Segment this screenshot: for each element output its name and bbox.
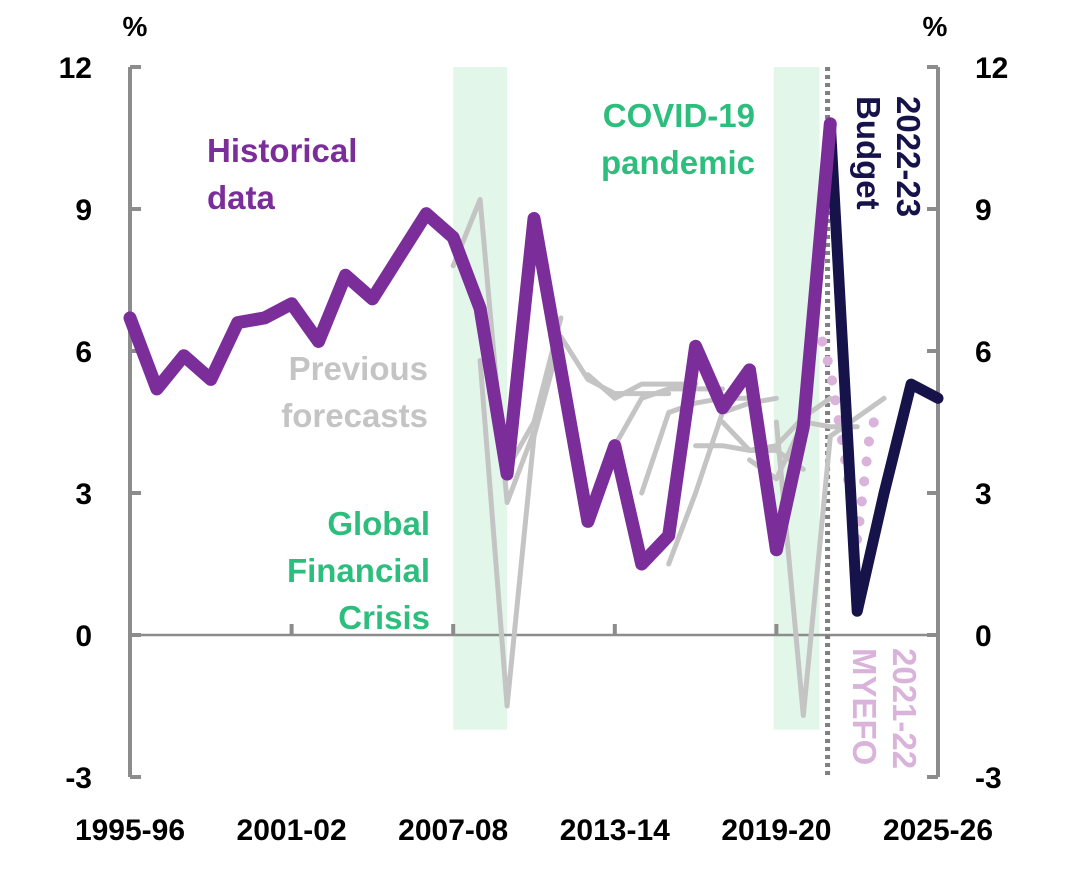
gfc-label: Global (327, 505, 430, 542)
left-y-tick-label: 0 (75, 620, 92, 653)
left-y-tick-label: 6 (75, 336, 92, 369)
left-y-tick-label: -3 (65, 762, 92, 795)
historical-data-label: Historical (207, 132, 357, 169)
series-line-previous-14 (773, 395, 887, 718)
series-line-historical-0 (123, 117, 837, 571)
label-layer: % % -3 -3 0 0 3 3 6 6 9 9 12 12 1995-96 2001-02 2007-0… (59, 11, 1009, 847)
covid-label: COVID-19 (603, 97, 755, 134)
left-y-tick-label: 9 (75, 194, 92, 227)
right-axis-unit: % (923, 11, 948, 42)
myefo-2021-22-label: MYEFO (846, 648, 883, 765)
myefo-2021-22-label: 2021-22 (886, 648, 923, 769)
left-axis-unit: % (123, 11, 148, 42)
x-tick-label: 1995-96 (75, 814, 185, 847)
series-line-previous-4 (477, 334, 564, 709)
series-layer (123, 117, 944, 718)
axes-layer (128, 65, 940, 779)
right-y-tick-label: 12 (975, 52, 1008, 85)
series-line-previous-7 (585, 372, 699, 401)
right-y-tick-label: 3 (975, 478, 992, 511)
previous-forecasts-label: forecasts (281, 397, 428, 434)
x-tick-label: 2001-02 (237, 814, 347, 847)
historical-data-label: data (207, 179, 276, 216)
right-y-tick-label: 9 (975, 194, 992, 227)
right-y-tick-label: -3 (975, 762, 1002, 795)
budget-2022-23-label: 2022-23 (890, 96, 927, 217)
series-line-budget-1 (824, 118, 944, 617)
x-tick-label: 2013-14 (560, 814, 670, 847)
covid-label: pandemic (601, 144, 755, 181)
right-y-tick-label: 6 (975, 336, 992, 369)
previous-forecasts-label: Previous (289, 350, 428, 387)
x-tick-label: 2007-08 (398, 814, 508, 847)
left-y-tick-label: 12 (59, 52, 92, 85)
series-line-previous-8 (612, 386, 725, 449)
right-y-tick-label: 0 (975, 620, 992, 653)
gfc-label: Financial (287, 552, 430, 589)
x-tick-label: 2019-20 (721, 814, 831, 847)
x-tick-label: 2025-26 (883, 814, 993, 847)
left-y-tick-label: 3 (75, 478, 92, 511)
budget-2022-23-label: Budget (850, 96, 887, 210)
gfc-label: Crisis (338, 599, 430, 636)
